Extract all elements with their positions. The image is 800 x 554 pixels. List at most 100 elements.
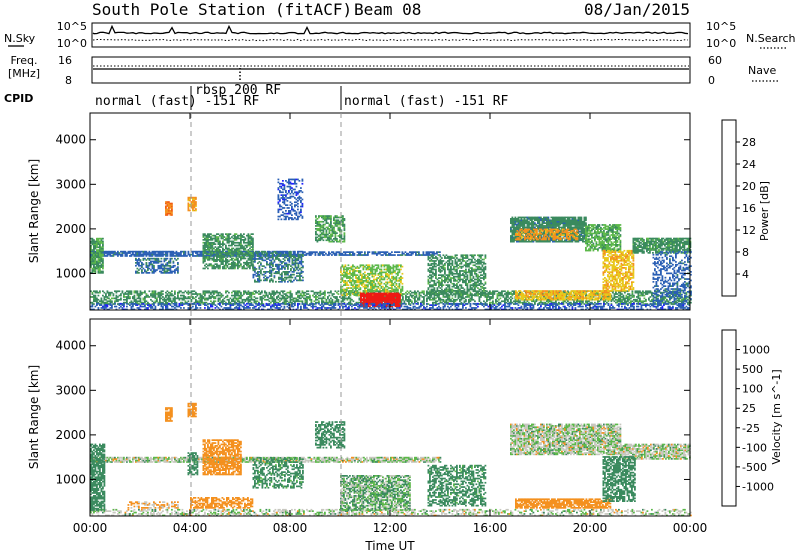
power-echo-cell [463, 301, 466, 304]
power-echo-cell [616, 300, 619, 303]
power-echo-cell [277, 294, 280, 297]
power-echo-cell [144, 300, 146, 303]
power-echo-cell [546, 300, 548, 303]
power-echo-cell [91, 301, 94, 304]
power-echo-cell [169, 250, 172, 253]
power-echo-cell [172, 260, 175, 263]
nave-label: Nave [748, 64, 776, 77]
power-echo-cell [439, 298, 442, 301]
power-echo-cell [177, 263, 179, 266]
power-echo-cell [645, 300, 647, 303]
power-echo-cell [285, 210, 287, 212]
power-echo-cell [214, 300, 217, 303]
power-echo-cell [289, 290, 292, 293]
power-echo-cell [492, 296, 494, 298]
power-echo-cell [213, 297, 215, 300]
power-echo-cell [142, 297, 145, 300]
power-echo-cell [318, 294, 320, 297]
power-echo-cell [180, 252, 182, 254]
power-echo-cell [174, 296, 176, 298]
power-echo-cell [411, 300, 413, 303]
power-echo-cell [189, 296, 191, 298]
power-echo-cell [99, 303, 101, 305]
power-echo-cell [168, 297, 170, 300]
power-echo-cell [174, 298, 176, 301]
power-echo-cell [349, 301, 352, 304]
power-echo-cell [232, 300, 235, 303]
noise-search-label: N.Search [746, 32, 796, 45]
power-echo-cell [489, 291, 491, 294]
power-echo-cell [262, 303, 265, 305]
power-echo-cell [579, 300, 581, 303]
power-echo-cell [288, 207, 290, 209]
noise-panel-frame [91, 22, 691, 48]
power-echo-cell [489, 293, 491, 295]
power-echo-region [277, 178, 304, 221]
power-echo-cell [499, 293, 502, 295]
power-echo-cell [97, 298, 100, 301]
power-echo-cell [220, 296, 223, 298]
power-echo-cell [546, 303, 548, 305]
power-echo-cell [211, 303, 214, 305]
power-echo-cell [169, 252, 172, 254]
power-echo-cell [580, 303, 583, 305]
power-echo-cell [207, 303, 209, 305]
power-echo-cell [616, 298, 619, 301]
power-echo-cell [235, 233, 238, 235]
power-echo-cell [486, 303, 488, 305]
power-echo-cell [114, 300, 116, 303]
power-echo-cell [270, 301, 272, 304]
power-echo-cell [343, 297, 346, 300]
power-echo-cell [172, 255, 175, 257]
power-echo-cell [348, 296, 350, 298]
power-echo-cell [319, 297, 322, 300]
power-echo-cell [528, 303, 530, 305]
power-echo-cell [621, 298, 623, 301]
power-echo-cell [368, 251, 371, 253]
power-echo-cell [252, 291, 254, 294]
power-echo-cell [334, 301, 337, 304]
power-echo-cell [570, 301, 572, 304]
power-echo-cell [627, 293, 629, 295]
power-echo-cell [495, 300, 497, 303]
power-echo-cell [106, 291, 109, 294]
power-echo-cell [264, 275, 267, 277]
power-echo-cell [459, 296, 461, 298]
power-echo-cell [517, 298, 520, 301]
power-echo-cell [267, 296, 269, 298]
power-echo-cell [286, 204, 289, 206]
power-echo-cell [402, 298, 404, 301]
power-echo-cell [409, 293, 412, 295]
power-echo-cell [338, 251, 341, 253]
power-echo-cell [484, 296, 487, 298]
power-echo-cell [612, 297, 614, 300]
power-echo-cell [102, 252, 104, 254]
power-echo-cell [219, 298, 221, 301]
power-echo-cell [504, 301, 506, 304]
power-echo-cell [246, 298, 248, 301]
power-echo-cell [273, 297, 275, 300]
power-echo-cell [154, 250, 157, 253]
power-echo-cell [465, 293, 467, 295]
power-echo-cell [412, 294, 415, 297]
power-echo-cell [371, 270, 374, 272]
power-echo-cell [135, 250, 137, 253]
power-echo-cell [156, 293, 158, 295]
power-echo-cell [442, 300, 445, 303]
power-echo-cell [607, 296, 610, 298]
power-echo-cell [220, 301, 223, 304]
power-echo-cell [313, 296, 316, 298]
power-echo-cell [196, 255, 199, 257]
power-echo-cell [368, 277, 371, 279]
power-echo-cell [249, 291, 251, 294]
power-echo-cell [142, 291, 145, 294]
power-echo-cell [359, 287, 362, 289]
power-echo-cell [453, 293, 455, 295]
power-echo-cell [154, 253, 157, 256]
power-echo-cell [102, 294, 104, 297]
power-echo-cell [205, 301, 208, 304]
power-echo-cell [186, 297, 188, 300]
frequency-tick-bottom: 8 [65, 74, 72, 87]
power-echo-cell [237, 290, 239, 293]
power-echo-cell [576, 300, 578, 303]
